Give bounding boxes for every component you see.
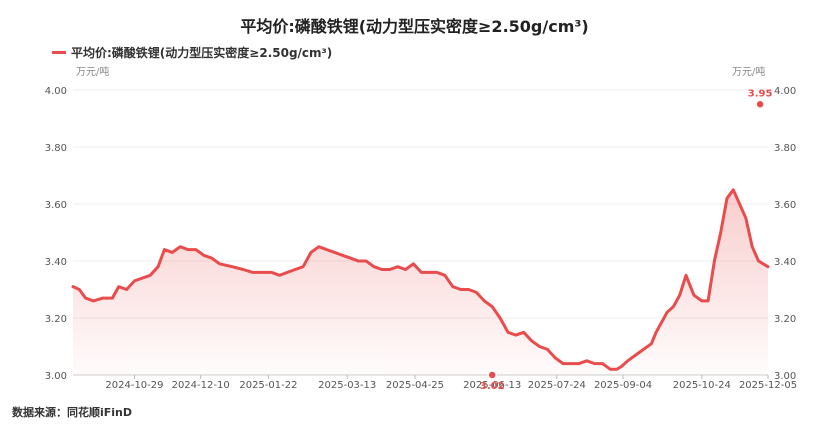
x-tick-label: 2025-10-24	[673, 380, 731, 391]
x-axis: 2024-10-29 2024-12-10 2025-01-22 2025-03-13…	[105, 375, 797, 391]
legend-label: 平均价:磷酸铁锂(动力型压实密度≥2.50g/cm³)	[71, 46, 333, 60]
chart-title: 平均价:磷酸铁锂(动力型压实密度≥2.50g/cm³)	[240, 17, 589, 36]
right-y-axis: 4.00 3.80 3.60 3.40 3.20 3.00	[774, 86, 796, 382]
y-tick-label-right: 3.20	[774, 314, 796, 325]
right-axis-unit: 万元/吨	[732, 67, 766, 78]
x-tick-label: 2025-06-13	[463, 380, 521, 391]
y-tick-label-right: 4.00	[774, 86, 796, 97]
left-y-axis: 4.00 3.80 3.60 3.40 3.20 3.00	[45, 86, 67, 382]
x-tick-label: 2025-12-05	[739, 380, 797, 391]
y-tick-label-left: 4.00	[45, 86, 67, 97]
x-tick-label: 2024-10-29	[105, 380, 163, 391]
price-line	[71, 188, 770, 371]
annotation-point	[487, 370, 497, 380]
annotation-label: 3.02	[480, 381, 505, 392]
annotations: 3.95 3.02	[480, 88, 773, 392]
y-tick-label-left: 3.00	[45, 371, 67, 382]
price-area	[73, 189, 768, 375]
y-tick-label-left: 3.20	[45, 314, 67, 325]
chart-legend[interactable]: 平均价:磷酸铁锂(动力型压实密度≥2.50g/cm³)	[52, 44, 332, 61]
x-tick-label: 2025-07-24	[528, 380, 586, 391]
left-axis-unit: 万元/吨	[76, 67, 110, 78]
y-tick-label-left: 3.40	[45, 257, 67, 268]
x-tick-label: 2024-12-10	[172, 380, 230, 391]
annotation-point	[755, 99, 765, 109]
y-tick-label-right: 3.00	[774, 371, 796, 382]
annotation-label: 3.95	[748, 88, 773, 99]
y-tick-label-right: 3.60	[774, 200, 796, 211]
y-tick-label-right: 3.40	[774, 257, 796, 268]
x-tick-label: 2025-04-25	[386, 380, 444, 391]
x-tick-label: 2025-01-22	[239, 380, 297, 391]
y-tick-label-left: 3.60	[45, 200, 67, 211]
x-tick-label: 2025-03-13	[318, 380, 376, 391]
y-tick-label-right: 3.80	[774, 143, 796, 154]
data-source: 数据来源：同花顺iFinD	[12, 406, 133, 419]
y-tick-label-left: 3.80	[45, 143, 67, 154]
legend-line-swatch	[52, 51, 66, 54]
x-tick-label: 2025-09-04	[594, 380, 652, 391]
